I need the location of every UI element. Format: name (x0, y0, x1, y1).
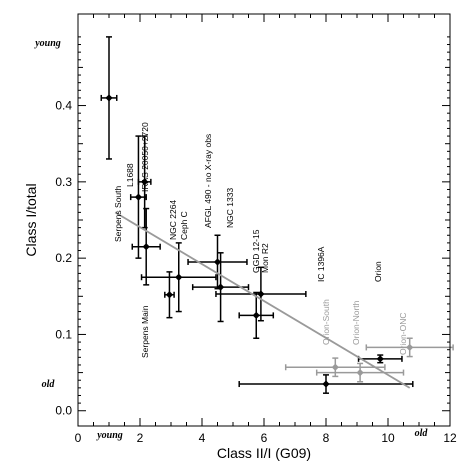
data-point (175, 273, 183, 281)
source-label: Orion-ONC (398, 312, 408, 355)
y-tick-label: 0.4 (55, 99, 72, 113)
data-point (141, 178, 149, 186)
source-label: IC 1396A (316, 246, 326, 282)
x-tick-label: 10 (381, 431, 395, 445)
fit-lines (114, 211, 411, 389)
data-point (142, 243, 150, 251)
annotation-old-x: old (415, 428, 429, 439)
source-label: Ceph C (179, 211, 189, 240)
source-label: Serpens South (113, 185, 123, 242)
x-tick-label: 0 (75, 431, 82, 445)
x-axis-title: Class II/I (G09) (217, 445, 311, 461)
data-point (134, 193, 143, 201)
source-label: AFGL 490 - no X-ray obs (203, 134, 213, 228)
y-tick-label: 0.1 (55, 327, 72, 341)
source-label: GGD 12-15 (251, 229, 261, 273)
source-label: NGC 1333 (225, 188, 235, 228)
data-points (105, 94, 414, 388)
data-point (252, 311, 260, 319)
annotation-young-x: young (96, 430, 123, 441)
data-point (322, 380, 330, 388)
source-label: Orion (373, 261, 383, 282)
y-tick-label: 0.0 (55, 404, 72, 418)
annotation-young-y: young (34, 38, 61, 49)
source-label: L1688 (125, 163, 135, 187)
x-tick-label: 12 (443, 431, 457, 445)
y-tick-label: 0.3 (55, 175, 72, 189)
source-label: IRAS 20050+2720 (140, 122, 150, 192)
data-point (331, 363, 339, 371)
source-label: Mon R2 (260, 243, 270, 273)
plot-frame (77, 13, 451, 427)
x-tick-label: 6 (261, 431, 268, 445)
y-axis-title: Class I/total (23, 183, 39, 256)
source-label: Orion-North (351, 300, 361, 345)
data-point (105, 94, 113, 102)
annotation-old-y: old (42, 379, 56, 390)
tick-labels: 0 2 4 6 8 10 12 0.0 0.1 0.2 0.3 0.4 (55, 99, 457, 445)
y-tick-label: 0.2 (55, 251, 72, 265)
source-label: NGC 2264 (168, 200, 178, 240)
data-point (217, 283, 225, 291)
x-tick-label: 4 (199, 431, 206, 445)
axis-ticks (77, 14, 451, 426)
x-tick-label: 2 (137, 431, 144, 445)
data-point (376, 355, 384, 363)
x-tick-label: 8 (323, 431, 330, 445)
data-point (165, 291, 174, 299)
data-point (257, 290, 265, 298)
source-label: Orion-South (321, 299, 331, 345)
data-point (406, 343, 414, 352)
source-label: Serpens Main (140, 305, 150, 358)
source-labels: L1688 IRAS 20050+2720 Serpens South Serpens… (113, 122, 408, 358)
data-point (356, 368, 364, 377)
fit-line (114, 211, 411, 389)
data-point (213, 258, 222, 266)
